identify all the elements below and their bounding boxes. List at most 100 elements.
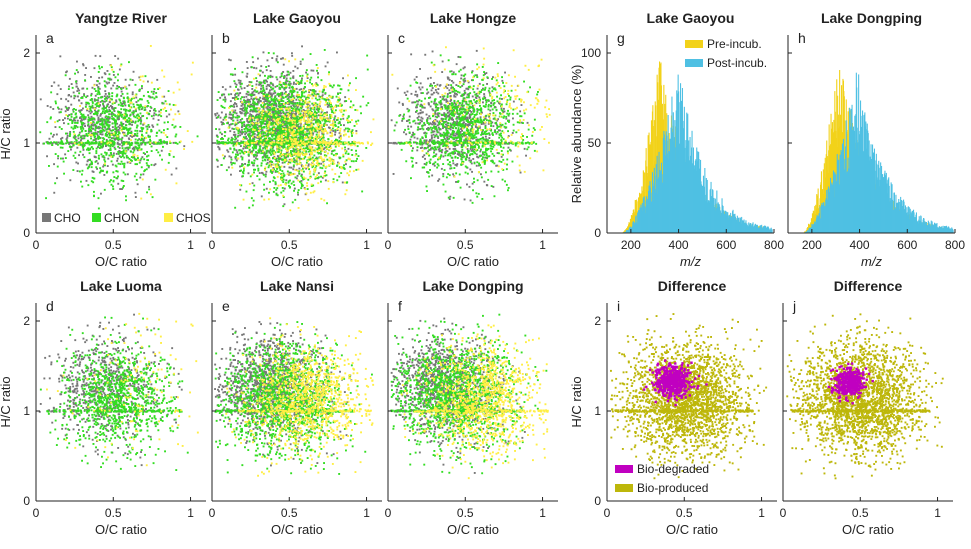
scatter-point <box>55 101 57 103</box>
scatter-point <box>131 132 133 134</box>
scatter-point <box>111 115 113 117</box>
scatter-point <box>88 125 90 127</box>
scatter-point <box>74 73 76 75</box>
scatter-point <box>70 104 72 106</box>
scatter-point <box>155 110 157 112</box>
scatter-point <box>95 95 97 97</box>
scatter-point <box>97 90 99 92</box>
scatter-point <box>115 134 117 136</box>
scatter-point <box>83 156 85 158</box>
scatter-point <box>108 142 110 144</box>
scatter-point <box>123 126 125 128</box>
scatter-point <box>129 109 131 111</box>
scatter-point <box>148 102 150 104</box>
scatter-point <box>77 96 79 98</box>
scatter-point <box>79 151 81 153</box>
scatter-point <box>105 122 107 124</box>
scatter-point <box>142 179 144 181</box>
scatter-point <box>143 122 145 124</box>
scatter-point <box>116 153 118 155</box>
scatter-point <box>224 156 226 158</box>
scatter-point <box>106 131 108 133</box>
scatter-point <box>74 95 76 97</box>
scatter-point <box>166 103 168 105</box>
y-tick-label: 0 <box>23 226 30 240</box>
scatter-point <box>169 154 171 156</box>
scatter-point <box>165 110 167 112</box>
scatter-point <box>166 136 168 138</box>
scatter-point <box>191 74 193 76</box>
scatter-point <box>98 103 100 105</box>
scatter-point <box>83 95 85 97</box>
scatter-point <box>247 67 249 69</box>
scatter-point <box>148 113 150 115</box>
scatter-point <box>69 135 71 137</box>
scatter-point <box>81 125 83 127</box>
scatter-point <box>118 86 120 88</box>
scatter-point <box>180 141 182 143</box>
scatter-point <box>162 103 164 105</box>
scatter-point <box>99 167 101 169</box>
scatter-point <box>51 85 53 87</box>
scatter-point <box>155 114 157 116</box>
scatter-point <box>67 150 69 152</box>
scatter-point <box>294 66 296 68</box>
scatter-point <box>311 70 313 72</box>
scatter-point <box>117 138 119 140</box>
scatter-point <box>93 113 95 115</box>
scatter-point <box>108 82 110 84</box>
scatter-point <box>140 174 142 176</box>
scatter-point <box>87 160 89 162</box>
scatter-point <box>125 116 127 118</box>
scatter-point <box>58 85 60 87</box>
panel-letter: a <box>46 30 54 46</box>
scatter-point <box>165 134 167 136</box>
scatter-point <box>119 69 121 71</box>
scatter-point <box>61 108 63 110</box>
scatter-point <box>113 74 115 76</box>
scatter-point <box>130 79 132 81</box>
scatter-point <box>161 70 163 72</box>
scatter-point <box>136 133 138 135</box>
scatter-point <box>137 155 139 157</box>
scatter-point <box>93 178 95 180</box>
scatter-point <box>50 118 52 120</box>
scatter-point <box>77 126 79 128</box>
scatter-point <box>57 166 59 168</box>
scatter-point <box>249 81 251 83</box>
scatter-point <box>97 112 99 114</box>
scatter-point <box>116 128 118 130</box>
scatter-point <box>141 166 143 168</box>
scatter-point <box>106 83 108 85</box>
scatter-point <box>113 71 115 73</box>
scatter-point <box>101 134 103 136</box>
x-tick-label: 0.5 <box>105 238 122 252</box>
scatter-point <box>94 129 96 131</box>
scatter-point <box>100 115 102 117</box>
scatter-point <box>133 71 135 73</box>
scatter-point <box>57 144 59 146</box>
scatter-point <box>125 150 127 152</box>
scatter-point <box>153 118 155 120</box>
scatter-point <box>259 172 261 174</box>
scatter-point <box>136 101 138 103</box>
scatter-point <box>128 84 130 86</box>
scatter-point <box>148 95 150 97</box>
scatter-point <box>123 100 125 102</box>
scatter-point <box>93 118 95 120</box>
scatter-point <box>283 64 285 66</box>
scatter-point <box>283 166 285 168</box>
scatter-point <box>138 144 140 146</box>
scatter-point <box>95 152 97 154</box>
scatter-point <box>67 115 69 117</box>
scatter-point <box>131 121 133 123</box>
scatter-point <box>128 123 130 125</box>
scatter-point <box>119 138 121 140</box>
scatter-point <box>88 119 90 121</box>
scatter-point <box>141 130 143 132</box>
scatter-point <box>150 193 152 195</box>
scatter-point <box>123 133 125 135</box>
scatter-point <box>50 91 52 93</box>
scatter-point <box>106 128 108 130</box>
scatter-point <box>53 141 55 143</box>
